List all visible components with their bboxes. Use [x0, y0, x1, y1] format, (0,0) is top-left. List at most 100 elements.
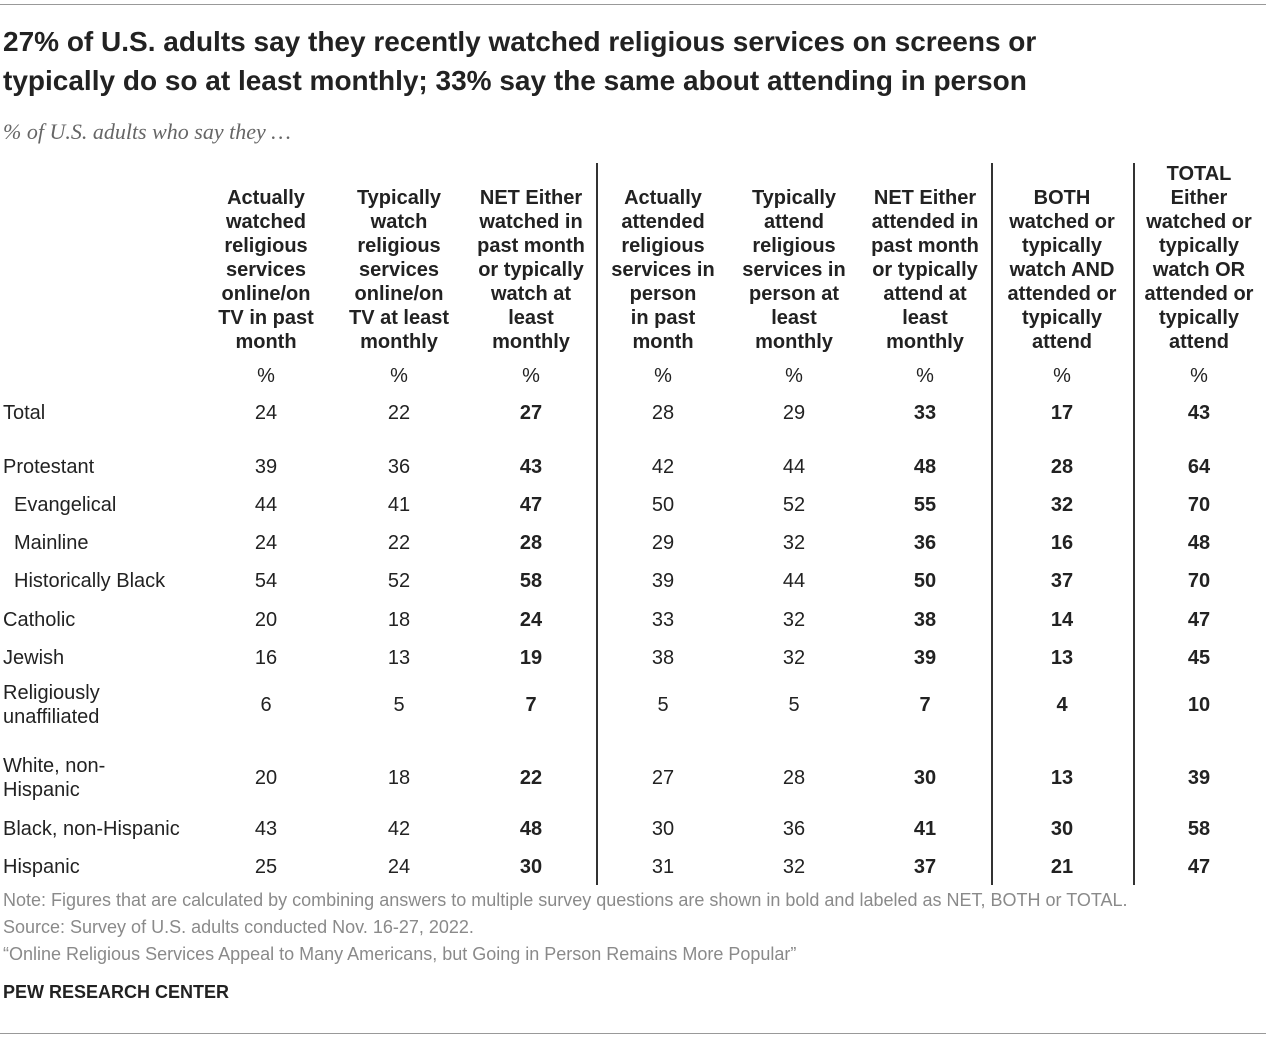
- column-header: religious: [752, 235, 836, 257]
- cell-value: 32: [782, 609, 806, 631]
- cell-value: 28: [651, 402, 675, 424]
- cell-value: 32: [782, 647, 806, 669]
- column-header: attended in: [871, 211, 979, 233]
- row-label: Religiously: [3, 682, 100, 704]
- column-header: watched in: [479, 211, 583, 233]
- cell-value: 30: [913, 767, 937, 789]
- unit-label: %: [257, 365, 275, 387]
- cell-value: 30: [519, 856, 543, 878]
- report-title: “Online Religious Services Appeal to Man…: [3, 944, 797, 964]
- cell-value: 30: [651, 818, 675, 840]
- cell-value: 70: [1187, 494, 1211, 516]
- unit-label: %: [1053, 365, 1071, 387]
- column-header: past month: [871, 235, 979, 257]
- cell-value: 42: [387, 818, 411, 840]
- cell-value: 48: [913, 456, 937, 478]
- row-label: Evangelical: [14, 494, 117, 516]
- cell-value: 38: [651, 647, 675, 669]
- unit-label: %: [1190, 365, 1208, 387]
- column-header: monthly: [492, 331, 570, 353]
- cell-value: 41: [913, 818, 937, 840]
- column-header: attend: [764, 211, 824, 233]
- cell-value: 13: [1050, 767, 1074, 789]
- cell-value: 13: [387, 647, 411, 669]
- cell-value: 37: [913, 856, 937, 878]
- column-header: watch at: [490, 283, 572, 305]
- column-header: Typically: [356, 187, 442, 209]
- cell-value: 28: [1050, 456, 1074, 478]
- cell-value: 18: [387, 767, 411, 789]
- column-header: watched: [225, 211, 307, 233]
- cell-value: 28: [782, 767, 806, 789]
- column-header: monthly: [755, 331, 833, 353]
- column-divider: [1133, 163, 1135, 885]
- cell-value: 29: [651, 532, 675, 554]
- cell-value: 70: [1187, 570, 1211, 592]
- cell-value: 47: [1187, 856, 1211, 878]
- cell-value: 44: [782, 570, 806, 592]
- column-header: services in: [611, 259, 715, 281]
- row-label: White, non-: [3, 755, 106, 777]
- cell-value: 21: [1050, 856, 1074, 878]
- column-header: NET Either: [873, 187, 977, 209]
- cell-value: 39: [1187, 767, 1211, 789]
- cell-value: 20: [254, 767, 278, 789]
- cell-value: 25: [254, 856, 278, 878]
- cell-value: 32: [1050, 494, 1074, 516]
- note: Note: Figures that are calculated by com…: [3, 890, 1128, 910]
- cell-value: 29: [782, 402, 806, 424]
- column-header: Actually: [227, 187, 305, 209]
- row-label: Historically Black: [14, 570, 166, 592]
- column-header: online/on: [354, 283, 444, 305]
- column-header: in past: [630, 307, 696, 329]
- unit-label: %: [785, 365, 803, 387]
- row-label: Catholic: [3, 609, 76, 631]
- column-header: services: [225, 259, 307, 281]
- cell-value: 16: [254, 647, 278, 669]
- source: Source: Survey of U.S. adults conducted …: [3, 917, 474, 937]
- cell-value: 45: [1187, 647, 1211, 669]
- column-header: least: [902, 307, 948, 329]
- column-divider: [991, 163, 993, 885]
- column-header: attend: [1032, 331, 1092, 353]
- cell-value: 27: [519, 402, 543, 424]
- column-header: watched or: [1146, 211, 1252, 233]
- cell-value: 7: [919, 694, 931, 716]
- cell-value: 48: [1187, 532, 1211, 554]
- cell-value: 24: [519, 609, 543, 631]
- unit-label: %: [390, 365, 408, 387]
- column-header: typically: [1158, 235, 1240, 257]
- bottom-rule: [0, 1033, 1266, 1034]
- cell-value: 64: [1187, 456, 1211, 478]
- column-header: TV at least: [348, 307, 450, 329]
- column-header: NET Either: [479, 187, 583, 209]
- cell-value: 18: [387, 609, 411, 631]
- column-header: or typically: [872, 259, 978, 281]
- row-label: Mainline: [14, 532, 89, 554]
- cell-value: 24: [254, 532, 278, 554]
- cell-value: 20: [254, 609, 278, 631]
- cell-value: 38: [913, 609, 937, 631]
- column-header: typically: [1021, 307, 1103, 329]
- column-header: attend: [1169, 331, 1229, 353]
- cell-value: 27: [651, 767, 675, 789]
- column-divider: [596, 163, 598, 885]
- column-header: Actually: [624, 187, 702, 209]
- column-header: or typically: [478, 259, 584, 281]
- column-header: services: [358, 259, 440, 281]
- cell-value: 4: [1056, 694, 1068, 716]
- title-line: 27% of U.S. adults say they recently wat…: [3, 26, 1037, 57]
- cell-value: 30: [1050, 818, 1074, 840]
- column-header: watch OR: [1152, 259, 1246, 281]
- cell-value: 19: [519, 647, 543, 669]
- column-header: watch: [370, 211, 428, 233]
- cell-value: 54: [254, 570, 278, 592]
- cell-value: 5: [788, 694, 800, 716]
- row-label: Black, non-Hispanic: [3, 818, 180, 840]
- cell-value: 6: [260, 694, 272, 716]
- column-header: monthly: [886, 331, 964, 353]
- column-header: religious: [621, 235, 705, 257]
- column-header: Typically: [751, 187, 837, 209]
- cell-value: 16: [1050, 532, 1074, 554]
